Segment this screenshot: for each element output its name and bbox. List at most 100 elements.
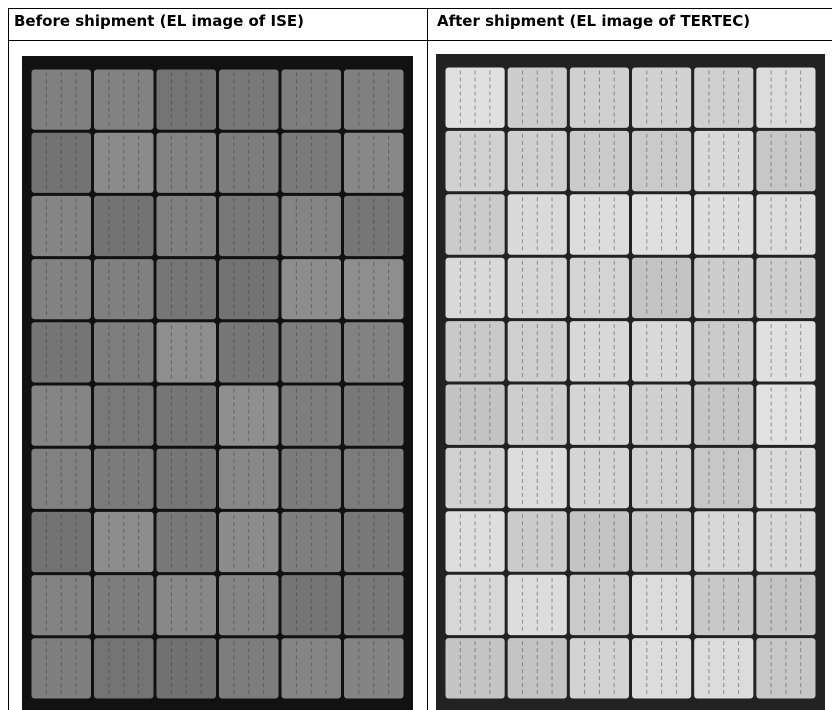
solar-cell [219, 259, 279, 320]
solar-cell [156, 69, 216, 130]
solar-cell [507, 574, 567, 636]
solar-cell [156, 195, 216, 257]
solar-cell [344, 448, 404, 509]
header-rule [8, 40, 832, 41]
solar-cell [94, 69, 154, 130]
solar-cell [94, 638, 154, 699]
solar-cell [507, 447, 567, 509]
solar-cell [569, 321, 629, 382]
solar-cell [219, 448, 279, 509]
solar-cell [694, 447, 754, 509]
solar-cell [694, 384, 754, 445]
solar-cell [94, 511, 154, 573]
solar-cell [31, 638, 91, 699]
solar-cell [281, 132, 341, 193]
solar-cell [156, 448, 216, 509]
table-frame [8, 8, 832, 710]
solar-cell [756, 384, 816, 445]
solar-cell [694, 638, 754, 699]
solar-cell [632, 574, 692, 636]
solar-cell [569, 257, 629, 319]
solar-cell [344, 259, 404, 320]
solar-cell [31, 385, 91, 446]
solar-cell [281, 69, 341, 130]
solar-cell [756, 321, 816, 382]
solar-cell [219, 638, 279, 699]
solar-cell [507, 384, 567, 445]
solar-cell [694, 257, 754, 319]
solar-cell [219, 69, 279, 130]
solar-cell [31, 575, 91, 636]
solar-cell [507, 638, 567, 699]
solar-cell [31, 132, 91, 193]
solar-cell [507, 194, 567, 255]
solar-cell [344, 385, 404, 446]
solar-cell [156, 132, 216, 193]
solar-cell [94, 385, 154, 446]
el-image-before [22, 56, 413, 710]
solar-cell [569, 511, 629, 572]
solar-cell [507, 321, 567, 382]
solar-cell [569, 638, 629, 699]
solar-cell [756, 257, 816, 319]
solar-cell [219, 385, 279, 446]
solar-cell [445, 194, 505, 255]
solar-cell [344, 132, 404, 193]
solar-cell [569, 194, 629, 255]
solar-cell [156, 638, 216, 699]
solar-cell [756, 511, 816, 572]
solar-cell [281, 448, 341, 509]
solar-cell [694, 574, 754, 636]
solar-cell [507, 257, 567, 319]
solar-cell [281, 575, 341, 636]
solar-cell [756, 447, 816, 509]
solar-cell [756, 67, 816, 128]
solar-cell [445, 67, 505, 128]
solar-cell [219, 195, 279, 257]
solar-cell [94, 132, 154, 193]
solar-cell [632, 384, 692, 445]
solar-cell [632, 321, 692, 382]
solar-cell [507, 67, 567, 128]
solar-cell [632, 447, 692, 509]
solar-cell [569, 574, 629, 636]
solar-cell [694, 130, 754, 192]
solar-cell [219, 132, 279, 193]
solar-cell [569, 447, 629, 509]
solar-cell [344, 511, 404, 573]
solar-cell [281, 385, 341, 446]
column-divider [427, 8, 428, 710]
solar-cell [281, 195, 341, 257]
solar-cell [281, 511, 341, 573]
solar-cell [156, 575, 216, 636]
solar-cell [445, 257, 505, 319]
solar-cell [156, 259, 216, 320]
solar-cell [94, 448, 154, 509]
solar-cell [219, 322, 279, 383]
solar-cell [756, 194, 816, 255]
solar-cell [281, 638, 341, 699]
solar-cell [94, 259, 154, 320]
solar-cell [632, 638, 692, 699]
solar-cell [632, 67, 692, 128]
solar-cell [31, 69, 91, 130]
solar-cell [156, 385, 216, 446]
solar-cell [694, 67, 754, 128]
solar-cell [694, 511, 754, 572]
column-header: After shipment (EL image of TERTEC) [437, 12, 751, 30]
solar-cell [344, 322, 404, 383]
solar-cell [219, 511, 279, 573]
solar-cell [756, 638, 816, 699]
solar-cell [445, 574, 505, 636]
solar-cell [281, 259, 341, 320]
solar-cell [632, 257, 692, 319]
column-header: Before shipment (EL image of ISE) [14, 12, 305, 30]
solar-cell [31, 322, 91, 383]
solar-cell [756, 574, 816, 636]
solar-cell [445, 384, 505, 445]
solar-cell [94, 195, 154, 257]
solar-cell [94, 575, 154, 636]
solar-cell [632, 511, 692, 572]
solar-cell [31, 259, 91, 320]
